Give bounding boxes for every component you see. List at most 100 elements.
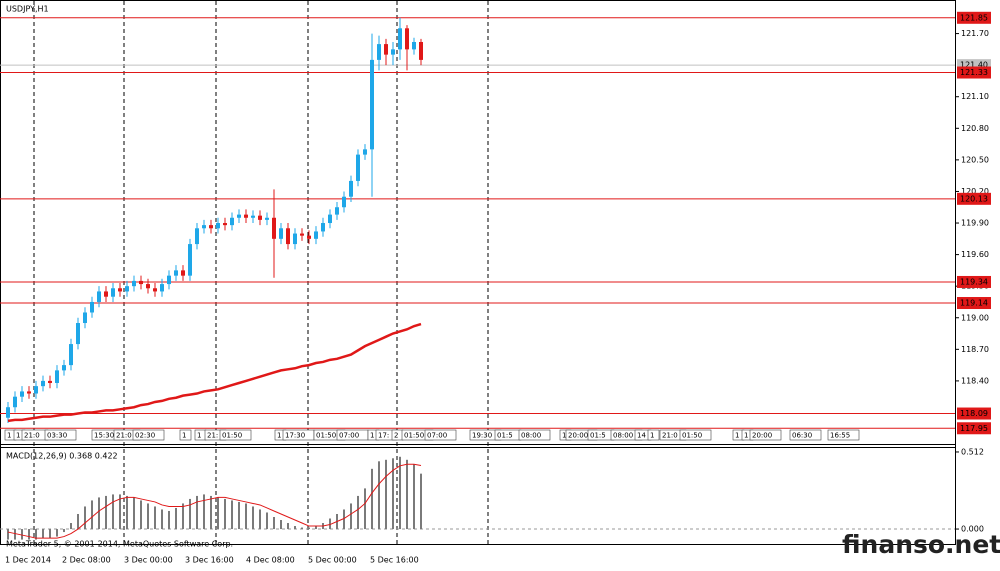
- trade-label: 16:55: [830, 432, 850, 440]
- macd-bar: [133, 497, 135, 530]
- macd-bar: [224, 498, 226, 530]
- macd-bar: [231, 500, 233, 530]
- x-tick-label: 4 Dec 08:00: [246, 556, 295, 565]
- x-tick-label: 3 Dec 00:00: [124, 556, 173, 565]
- macd-bar: [154, 506, 156, 530]
- macd-bar: [189, 498, 191, 530]
- y-tick-label: 119.00: [961, 313, 989, 322]
- candle-body: [202, 225, 206, 229]
- macd-bar: [392, 458, 394, 530]
- level-label: 121.85: [960, 13, 988, 22]
- macd-bar: [343, 509, 345, 530]
- trade-label-box: [44, 429, 77, 441]
- candle-body: [132, 280, 136, 287]
- current-price-label: 121.40: [960, 61, 988, 70]
- candle-body: [111, 288, 115, 297]
- macd-bar: [168, 510, 170, 530]
- trade-label: 01:50: [316, 432, 336, 440]
- candle-body: [279, 228, 283, 239]
- macd-bar: [112, 494, 114, 530]
- trade-label: 07:00: [339, 432, 359, 440]
- macd-bar: [413, 464, 415, 530]
- macd-bar: [287, 523, 289, 530]
- candle-body: [230, 217, 234, 226]
- candle-body: [41, 380, 45, 387]
- y-tick-label: 0.512: [961, 447, 984, 456]
- macd-bar: [175, 507, 177, 530]
- candle-body: [174, 270, 178, 276]
- candle-body: [293, 233, 297, 245]
- candle-body: [97, 291, 101, 302]
- macd-bar: [315, 526, 317, 530]
- candle-body: [398, 28, 402, 50]
- trade-label: 02:30: [135, 432, 155, 440]
- trade-label: 01:50: [404, 432, 424, 440]
- candle-body: [6, 407, 10, 418]
- candle-body: [321, 223, 325, 232]
- trade-label: 21:0: [662, 432, 678, 440]
- trade-label: 21:0: [24, 432, 40, 440]
- trade-label: 06:30: [792, 432, 812, 440]
- candle-body: [251, 215, 255, 218]
- y-tick-label: 118.40: [961, 376, 989, 385]
- macd-bar: [329, 518, 331, 530]
- candle-body: [412, 41, 416, 50]
- level-box: [957, 422, 991, 435]
- trade-label: 1: [7, 432, 11, 440]
- y-tick-label: 119.60: [961, 250, 989, 259]
- candle-body: [272, 217, 276, 239]
- macd-bar: [7, 529, 9, 540]
- candle-body: [405, 28, 409, 50]
- macd-bar: [259, 509, 261, 530]
- candle-body: [55, 370, 59, 384]
- macd-bar: [21, 529, 23, 540]
- y-tick-label: 0.000: [961, 525, 984, 534]
- trade-label: 01:50: [682, 432, 702, 440]
- candle-body: [300, 233, 304, 236]
- macd-bar: [63, 529, 65, 533]
- macd-bar: [84, 506, 86, 530]
- macd-bar: [210, 495, 212, 530]
- level-box: [957, 66, 991, 79]
- trade-label: 1: [370, 432, 374, 440]
- candle-body: [342, 196, 346, 208]
- trade-label: 21:0: [116, 432, 132, 440]
- candle-body: [48, 380, 52, 384]
- trade-label: 1: [197, 432, 201, 440]
- trade-label: 01:5: [590, 432, 606, 440]
- candle-body: [349, 180, 353, 197]
- symbol-label: USDJPY,H1: [6, 5, 49, 14]
- macd-bar: [126, 495, 128, 530]
- macd-bar: [35, 529, 37, 540]
- level-box: [957, 275, 991, 288]
- macd-bar: [378, 461, 380, 530]
- macd-bar: [301, 527, 303, 530]
- x-tick-label: 5 Dec 16:00: [370, 556, 419, 565]
- macd-bar: [350, 503, 352, 530]
- candle-body: [167, 275, 171, 285]
- y-tick-label: 118.70: [961, 345, 989, 354]
- candle-body: [391, 49, 395, 55]
- trade-label: 1: [182, 432, 186, 440]
- trade-label: 1: [16, 432, 20, 440]
- trade-label: 17:: [378, 432, 389, 440]
- macd-bar: [147, 503, 149, 530]
- trade-label: 2: [394, 432, 398, 440]
- macd-bar: [98, 497, 100, 530]
- macd-bar: [420, 473, 422, 530]
- candle-body: [188, 244, 192, 276]
- macd-bar: [406, 459, 408, 530]
- candle-body: [118, 288, 122, 292]
- macd-bar: [238, 501, 240, 530]
- macd-label: MACD(12,26,9) 0.368 0.422: [6, 452, 118, 461]
- trade-label-box: [424, 429, 457, 441]
- macd-bar: [364, 488, 366, 530]
- y-tick-label: 120.80: [961, 124, 989, 133]
- trade-label: 1: [562, 432, 566, 440]
- macd-bar: [119, 494, 121, 530]
- macd-bar: [14, 529, 16, 540]
- trade-label: 07:00: [427, 432, 447, 440]
- macd-bar: [49, 529, 51, 539]
- candle-body: [125, 286, 129, 292]
- macd-bar: [252, 506, 254, 530]
